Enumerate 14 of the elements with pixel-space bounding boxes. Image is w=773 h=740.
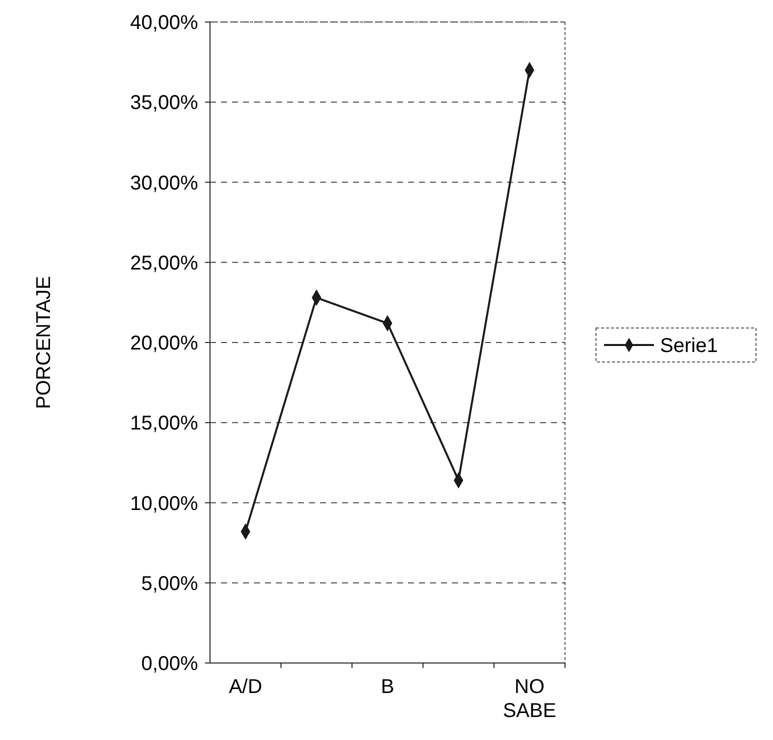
y-tick-label: 0,00% bbox=[141, 653, 198, 675]
y-tick-label: 5,00% bbox=[141, 572, 198, 595]
y-tick-label: 35,00% bbox=[130, 92, 198, 114]
x-tick-label: NO SABE bbox=[502, 676, 556, 722]
legend-label: Serie1 bbox=[660, 335, 718, 357]
y-tick-label: 30,00% bbox=[130, 172, 198, 194]
y-tick-label: 40,00% bbox=[130, 12, 198, 34]
x-tick-label: A/D bbox=[228, 676, 262, 698]
x-tick-label: B bbox=[380, 676, 394, 698]
y-tick-label: 10,00% bbox=[130, 492, 198, 515]
y-tick-label: 20,00% bbox=[130, 332, 198, 354]
y-tick-label: 25,00% bbox=[130, 252, 198, 274]
y-tick-label: 15,00% bbox=[130, 412, 198, 435]
y-axis-title: PORCENTAJE bbox=[33, 276, 55, 409]
